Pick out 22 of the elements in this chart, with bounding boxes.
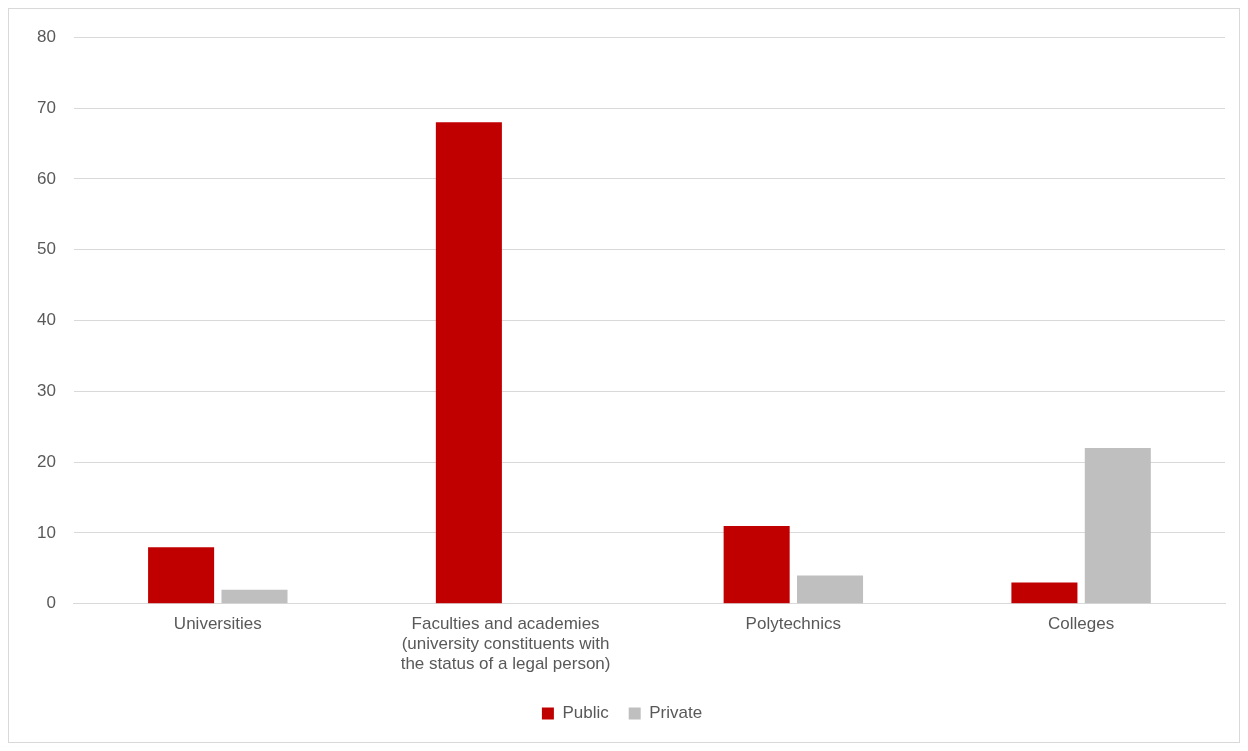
bar xyxy=(435,122,502,604)
y-tick-label: 70 xyxy=(36,97,56,117)
x-tick-label: Polytechnics xyxy=(745,613,842,633)
bar xyxy=(1084,447,1151,604)
bar xyxy=(1011,582,1078,604)
bar xyxy=(148,547,215,604)
y-tick-label: 20 xyxy=(36,451,56,471)
y-tick-label: 40 xyxy=(36,310,56,330)
legend-label: Public xyxy=(562,703,610,723)
x-tick-label: Colleges xyxy=(1048,613,1115,633)
bar xyxy=(723,525,790,604)
y-tick-label: 30 xyxy=(36,381,56,401)
legend-label: Private xyxy=(649,703,703,723)
y-tick-label: 0 xyxy=(46,593,56,613)
y-tick-label: 60 xyxy=(36,168,56,188)
bar xyxy=(221,589,288,604)
y-tick-label: 10 xyxy=(36,522,56,542)
x-tick-label: Faculties and academies (university constituents with the status of a legal person) xyxy=(400,613,611,674)
bar xyxy=(797,575,864,604)
x-tick-label: Universities xyxy=(173,613,262,633)
y-tick-label: 50 xyxy=(36,239,56,259)
y-tick-label: 80 xyxy=(36,26,56,46)
